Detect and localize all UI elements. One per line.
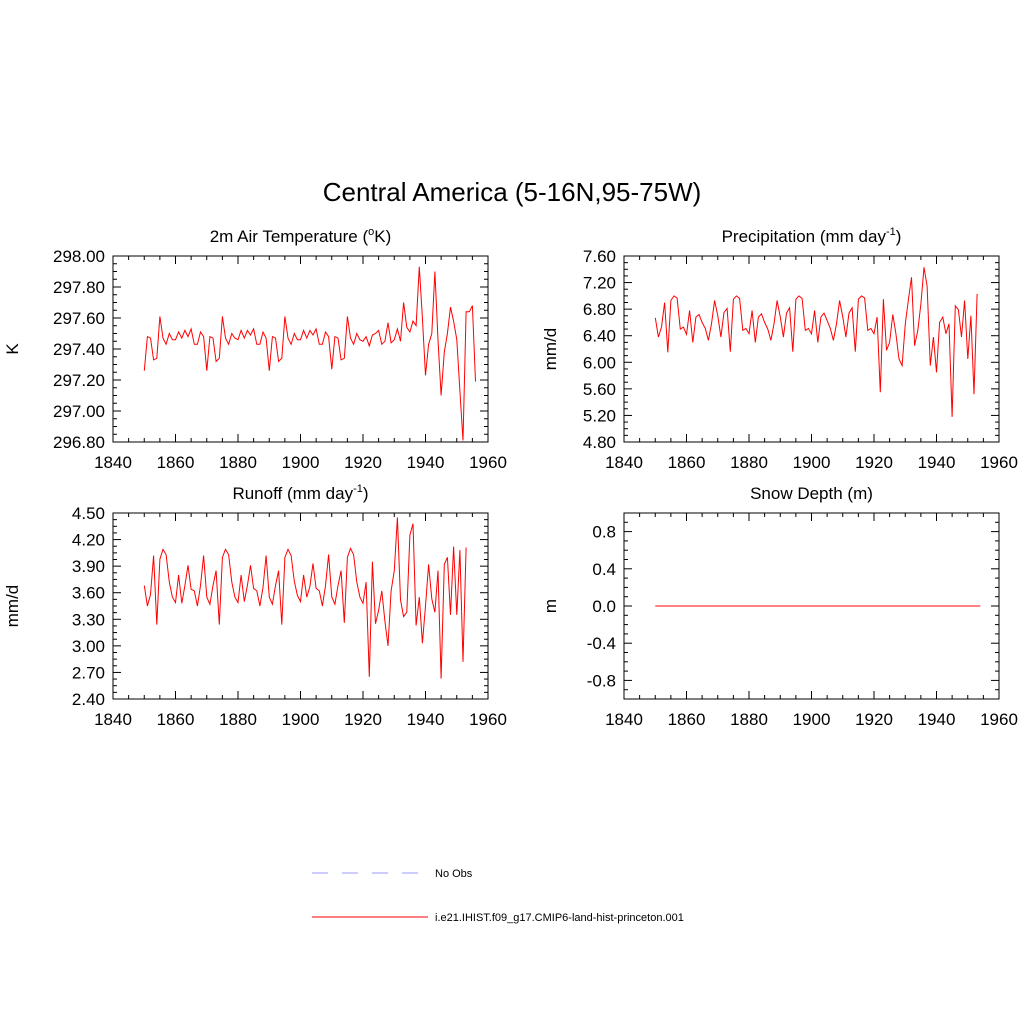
- panel-title-part: Runoff (mm day: [232, 484, 353, 503]
- x-tick-label: 1880: [730, 710, 768, 729]
- x-tick-label: 1920: [344, 453, 382, 472]
- y-tick-label: 297.20: [53, 371, 105, 390]
- y-tick-label: 3.60: [72, 584, 105, 603]
- x-tick-label: 1940: [407, 710, 445, 729]
- y-tick-label: 0.8: [592, 523, 616, 542]
- y-tick-label: 0.0: [592, 597, 616, 616]
- series-line-model: [143, 266, 476, 441]
- x-tick-label: 1860: [157, 710, 195, 729]
- y-tick-label: 298.00: [53, 247, 105, 266]
- y-tick-label: 3.00: [72, 637, 105, 656]
- panel-title-part: ): [896, 227, 902, 246]
- y-tick-label: 6.40: [583, 327, 616, 346]
- x-tick-label: 1840: [605, 453, 643, 472]
- y-tick-label: 4.80: [583, 433, 616, 452]
- x-tick-label: 1920: [855, 453, 893, 472]
- x-tick-label: 1920: [855, 710, 893, 729]
- y-tick-label: 4.50: [72, 504, 105, 523]
- panel-title-part: Precipitation (mm day: [722, 227, 887, 246]
- panel-title: Snow Depth (m): [750, 484, 873, 503]
- y-tick-label: 297.60: [53, 309, 105, 328]
- panel-title-part: Snow Depth (m): [750, 484, 873, 503]
- y-axis-label: m: [541, 599, 560, 613]
- x-tick-label: 1960: [980, 453, 1018, 472]
- y-tick-label: 7.20: [583, 274, 616, 293]
- y-tick-label: 0.4: [592, 560, 616, 579]
- x-tick-label: 1860: [668, 453, 706, 472]
- y-tick-label: 297.40: [53, 340, 105, 359]
- figure-title: Central America (5-16N,95-75W): [323, 177, 702, 207]
- y-tick-label: 6.80: [583, 300, 616, 319]
- x-tick-label: 1960: [980, 710, 1018, 729]
- x-tick-label: 1860: [668, 710, 706, 729]
- y-tick-label: 5.20: [583, 406, 616, 425]
- panel-title-superscript: -1: [353, 483, 363, 495]
- panel-title: Runoff (mm day-1): [232, 483, 368, 503]
- panel-title-part: 2m Air Temperature (: [210, 227, 369, 246]
- x-tick-label: 1900: [282, 710, 320, 729]
- panel-title: 2m Air Temperature (oK): [210, 226, 392, 246]
- x-tick-label: 1860: [157, 453, 195, 472]
- panel-title-superscript: -1: [886, 226, 896, 238]
- y-tick-label: 4.20: [72, 531, 105, 550]
- x-tick-label: 1880: [730, 453, 768, 472]
- y-tick-label: 2.40: [72, 690, 105, 709]
- panels-group: 2m Air Temperature (oK) K 1840 1860 1880 1900…: [3, 226, 1018, 729]
- x-tick-label: 1840: [94, 710, 132, 729]
- x-tick-label: 1880: [219, 453, 257, 472]
- x-tick-label: 1940: [407, 453, 445, 472]
- x-tick-label: 1840: [605, 710, 643, 729]
- y-tick-label: -0.8: [587, 671, 616, 690]
- y-tick-label: 3.90: [72, 557, 105, 576]
- x-tick-label: 1900: [282, 453, 320, 472]
- panel-runoff: Runoff (mm day-1) mm/d 1840 1860 1880 1900 192…: [3, 483, 507, 729]
- x-tick-label: 1900: [793, 453, 831, 472]
- x-tick-label: 1960: [469, 453, 507, 472]
- panel-temperature: 2m Air Temperature (oK) K 1840 1860 1880 1900…: [3, 226, 507, 472]
- panel-title-part: ): [363, 484, 369, 503]
- plot-frame: [623, 255, 1000, 443]
- y-axis-label: K: [3, 343, 22, 355]
- series-line-model: [143, 517, 467, 679]
- y-tick-label: -0.4: [587, 634, 616, 653]
- x-tick-label: 1880: [219, 710, 257, 729]
- x-tick-label: 1960: [469, 710, 507, 729]
- series-line-model: [654, 267, 978, 417]
- panel-title-part: K): [374, 227, 391, 246]
- legend-label-model: i.e21.IHIST.f09_g17.CMIP6-land-hist-prin…: [435, 912, 684, 924]
- panel-precipitation: Precipitation (mm day-1) mm/d 1840 1860 1880…: [541, 226, 1018, 472]
- y-tick-label: 3.30: [72, 610, 105, 629]
- x-tick-label: 1900: [793, 710, 831, 729]
- panel-title-superscript: o: [368, 226, 374, 238]
- x-tick-label: 1840: [94, 453, 132, 472]
- plot-frame: [112, 512, 489, 700]
- y-tick-label: 7.60: [583, 247, 616, 266]
- panel-snow-depth: Snow Depth (m) m 1840 1860 1880 1900 1920 1940 1…: [541, 484, 1018, 729]
- y-axis-label: mm/d: [541, 328, 560, 371]
- y-tick-label: 297.80: [53, 278, 105, 297]
- y-tick-label: 2.70: [72, 663, 105, 682]
- panel-title: Precipitation (mm day-1): [722, 226, 902, 246]
- y-axis-label: mm/d: [3, 585, 22, 628]
- plot-frame: [112, 255, 489, 443]
- x-tick-label: 1940: [918, 710, 956, 729]
- x-tick-label: 1920: [344, 710, 382, 729]
- y-tick-label: 6.00: [583, 353, 616, 372]
- y-tick-label: 5.60: [583, 380, 616, 399]
- legend: No Obs i.e21.IHIST.f09_g17.CMIP6-land-hi…: [312, 868, 684, 924]
- x-tick-label: 1940: [918, 453, 956, 472]
- y-tick-label: 296.80: [53, 433, 105, 452]
- legend-label-no-obs: No Obs: [435, 868, 473, 880]
- y-tick-label: 297.00: [53, 402, 105, 421]
